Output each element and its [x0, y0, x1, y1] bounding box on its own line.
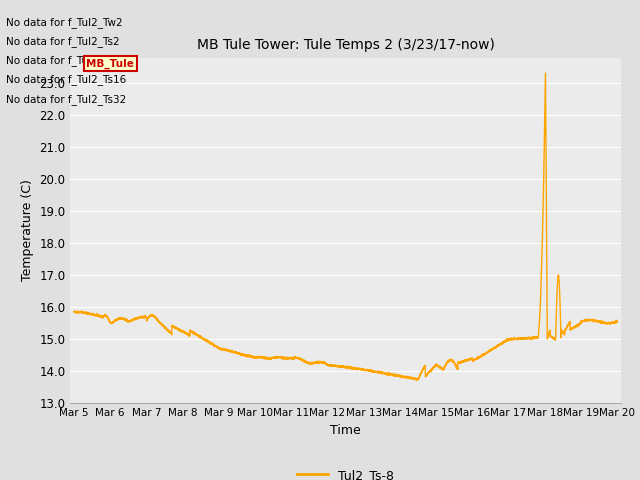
Title: MB Tule Tower: Tule Temps 2 (3/23/17-now): MB Tule Tower: Tule Temps 2 (3/23/17-now… — [196, 38, 495, 52]
Text: No data for f_Tul2_Ts2: No data for f_Tul2_Ts2 — [6, 36, 120, 47]
Text: No data for f_Tul2_Ts16: No data for f_Tul2_Ts16 — [6, 74, 127, 85]
Text: No data for f_Tul2_Ts4: No data for f_Tul2_Ts4 — [6, 55, 120, 66]
Text: MB_Tule: MB_Tule — [86, 59, 134, 69]
X-axis label: Time: Time — [330, 424, 361, 437]
Legend: Tul2_Ts-8: Tul2_Ts-8 — [292, 464, 399, 480]
Y-axis label: Temperature (C): Temperature (C) — [21, 180, 34, 281]
Text: No data for f_Tul2_Ts32: No data for f_Tul2_Ts32 — [6, 94, 127, 105]
Text: No data for f_Tul2_Tw2: No data for f_Tul2_Tw2 — [6, 17, 123, 28]
